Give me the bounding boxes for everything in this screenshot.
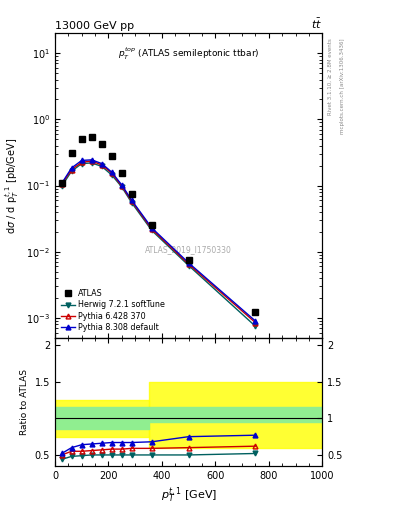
Herwig 7.2.1 softTune bbox=[59, 183, 64, 189]
Pythia 6.428 370 bbox=[99, 162, 104, 168]
Pythia 8.308 default bbox=[129, 197, 134, 203]
Pythia 6.428 370 bbox=[109, 170, 114, 176]
Pythia 8.308 default bbox=[186, 260, 191, 266]
Herwig 7.2.1 softTune bbox=[79, 161, 84, 167]
Herwig 7.2.1 softTune bbox=[119, 184, 124, 190]
Line: Pythia 6.428 370: Pythia 6.428 370 bbox=[59, 159, 258, 325]
ATLAS bbox=[79, 136, 84, 142]
Legend: ATLAS, Herwig 7.2.1 softTune, Pythia 6.428 370, Pythia 8.308 default: ATLAS, Herwig 7.2.1 softTune, Pythia 6.4… bbox=[59, 287, 167, 334]
Pythia 8.308 default bbox=[89, 157, 94, 163]
Y-axis label: d$\sigma$ / d p$_T^{t,1}$ [pb/GeV]: d$\sigma$ / d p$_T^{t,1}$ [pb/GeV] bbox=[4, 138, 20, 233]
Herwig 7.2.1 softTune bbox=[149, 227, 154, 233]
Pythia 8.308 default bbox=[119, 182, 124, 188]
Line: ATLAS: ATLAS bbox=[59, 134, 259, 315]
Pythia 6.428 370 bbox=[69, 166, 74, 173]
Line: Herwig 7.2.1 softTune: Herwig 7.2.1 softTune bbox=[59, 160, 258, 329]
ATLAS bbox=[99, 141, 104, 147]
ATLAS bbox=[149, 222, 154, 228]
Pythia 8.308 default bbox=[253, 318, 258, 324]
Text: 13000 GeV pp: 13000 GeV pp bbox=[55, 20, 134, 31]
Pythia 8.308 default bbox=[79, 157, 84, 163]
Line: Pythia 8.308 default: Pythia 8.308 default bbox=[59, 157, 258, 324]
ATLAS bbox=[89, 134, 94, 140]
Pythia 8.308 default bbox=[59, 180, 64, 186]
Text: Rivet 3.1.10, ≥ 2.8M events: Rivet 3.1.10, ≥ 2.8M events bbox=[328, 38, 333, 115]
Pythia 6.428 370 bbox=[253, 319, 258, 326]
Y-axis label: Ratio to ATLAS: Ratio to ATLAS bbox=[20, 369, 29, 435]
Pythia 6.428 370 bbox=[119, 183, 124, 189]
Herwig 7.2.1 softTune bbox=[99, 163, 104, 169]
Text: ATLAS_2019_I1750330: ATLAS_2019_I1750330 bbox=[145, 246, 232, 254]
Pythia 6.428 370 bbox=[149, 226, 154, 232]
ATLAS bbox=[253, 309, 258, 315]
ATLAS bbox=[59, 180, 64, 186]
Pythia 6.428 370 bbox=[89, 158, 94, 164]
Herwig 7.2.1 softTune bbox=[186, 263, 191, 269]
Pythia 6.428 370 bbox=[129, 198, 134, 204]
Text: $p_T^{top}$ (ATLAS semileptonic ttbar): $p_T^{top}$ (ATLAS semileptonic ttbar) bbox=[118, 46, 259, 62]
Text: mcplots.cern.ch [arXiv:1306.3436]: mcplots.cern.ch [arXiv:1306.3436] bbox=[340, 38, 345, 134]
Pythia 6.428 370 bbox=[59, 181, 64, 187]
ATLAS bbox=[129, 191, 134, 197]
X-axis label: $p_T^{t,1}$ [GeV]: $p_T^{t,1}$ [GeV] bbox=[160, 486, 217, 506]
Pythia 6.428 370 bbox=[79, 159, 84, 165]
Pythia 8.308 default bbox=[149, 225, 154, 231]
ATLAS bbox=[109, 153, 114, 159]
ATLAS bbox=[119, 170, 124, 176]
ATLAS bbox=[186, 257, 191, 263]
Pythia 8.308 default bbox=[99, 161, 104, 167]
ATLAS bbox=[69, 150, 74, 156]
Pythia 8.308 default bbox=[109, 169, 114, 175]
Herwig 7.2.1 softTune bbox=[253, 323, 258, 329]
Herwig 7.2.1 softTune bbox=[69, 168, 74, 174]
Herwig 7.2.1 softTune bbox=[129, 200, 134, 206]
Pythia 8.308 default bbox=[69, 165, 74, 171]
Herwig 7.2.1 softTune bbox=[109, 172, 114, 178]
Pythia 6.428 370 bbox=[186, 261, 191, 267]
Herwig 7.2.1 softTune bbox=[89, 160, 94, 166]
Text: $t\bar{t}$: $t\bar{t}$ bbox=[311, 16, 322, 31]
